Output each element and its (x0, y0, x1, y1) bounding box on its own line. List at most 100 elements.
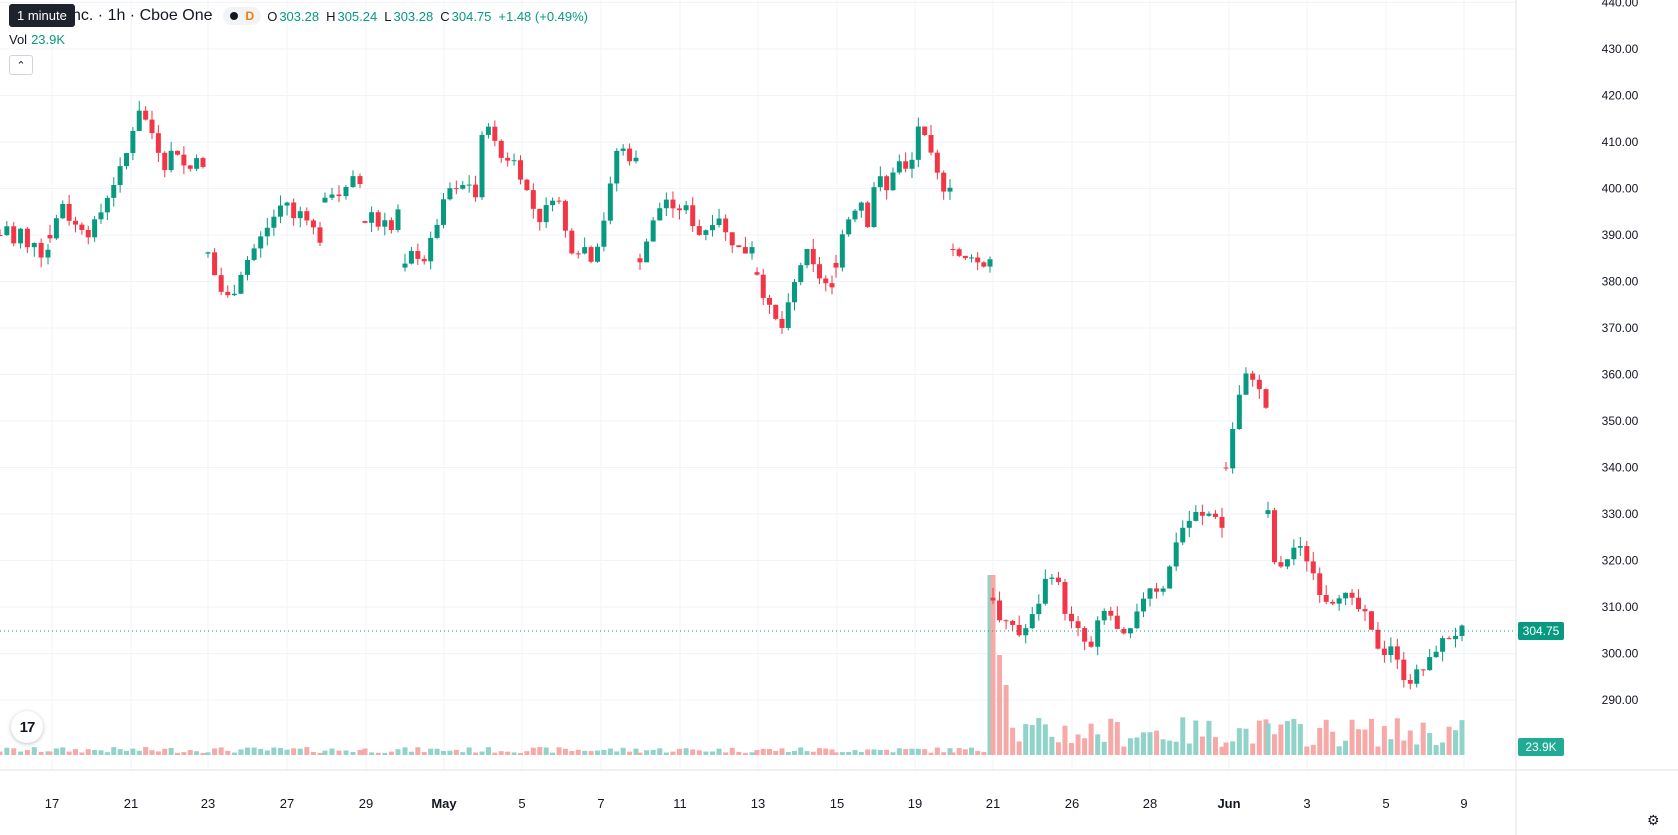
volume-bar (1003, 685, 1009, 755)
candle-body (556, 200, 562, 202)
volume-bar (85, 749, 91, 755)
volume-bar (1336, 746, 1342, 755)
candle-body (934, 152, 940, 173)
volume-bar (388, 751, 394, 755)
candle-body (804, 248, 810, 266)
candle-body (1446, 638, 1452, 640)
gear-icon[interactable]: ⚙ (1647, 812, 1660, 828)
candle-body (922, 126, 928, 136)
market-status-pill[interactable]: D (222, 7, 262, 25)
volume-bar (31, 747, 37, 755)
candle-body (550, 200, 556, 206)
volume-bar (1088, 723, 1094, 755)
candle-body (1349, 592, 1355, 598)
volume-bar (168, 748, 174, 755)
candle-body (181, 154, 187, 166)
volume-legend: Vol 23.9K (9, 32, 65, 47)
candle-body (175, 150, 180, 155)
price-tick-label: 290.00 (1602, 693, 1639, 707)
volume-bar (479, 751, 485, 755)
volume-bar (1095, 734, 1101, 755)
market-status-icon (229, 12, 238, 20)
volume-bar (47, 751, 53, 755)
candle-body (258, 236, 264, 249)
volume-bar (1114, 722, 1120, 755)
price-tick-label: 340.00 (1602, 461, 1639, 475)
volume-bar (181, 752, 187, 755)
time-tick-label: 17 (45, 796, 59, 811)
tradingview-logo[interactable]: 17 (11, 711, 43, 743)
volume-bar (505, 751, 511, 755)
volume-bar (804, 751, 810, 755)
candle-body (1230, 428, 1236, 469)
price-tick-label: 330.00 (1602, 507, 1639, 521)
candle-body (1427, 657, 1433, 671)
time-tick-label: 23 (201, 796, 215, 811)
candle-body (884, 176, 890, 191)
candle-body (350, 176, 356, 187)
price-tick-label: 430.00 (1602, 42, 1639, 56)
candle-body (1154, 588, 1160, 592)
price-tick-label: 370.00 (1602, 321, 1639, 335)
candle-body (408, 251, 414, 264)
candle-body (155, 133, 161, 153)
volume-bar (1433, 745, 1439, 755)
delayed-badge: D (245, 9, 255, 23)
volume-bar (1271, 734, 1277, 755)
volume-bar (1349, 719, 1355, 755)
volume-bar (1343, 740, 1349, 755)
candle-body (1330, 601, 1336, 604)
volume-bar (909, 748, 915, 755)
volume-bar (453, 749, 459, 755)
price-axis: 290.00 300.00 310.00 320.00 330.00 340.00 350.… (1515, 0, 1639, 835)
candle-body (962, 255, 968, 259)
last-price-badge (1518, 622, 1564, 640)
volume-bar (922, 749, 928, 755)
volume-bar (716, 748, 722, 755)
volume-bar (1420, 722, 1426, 755)
candle-body (950, 248, 956, 250)
candle-body (434, 224, 440, 238)
volume-bar (696, 750, 702, 755)
candle-body (415, 251, 421, 259)
volume-bar (575, 749, 581, 755)
volume-bar (238, 749, 244, 755)
candle-body (742, 247, 748, 254)
candle-body (1173, 542, 1179, 567)
volume-label: Vol (9, 32, 28, 47)
time-axis: 17 21 23 27 29 May 5 7 11 13 15 19 21 26 28 Jun 3 5 9 (0, 769, 1678, 811)
volume-bar (1401, 740, 1407, 755)
candle-body (447, 188, 453, 200)
candle-body (1256, 379, 1262, 390)
volume-bar (962, 749, 968, 755)
volume-bar (1016, 741, 1022, 755)
volume-bar (627, 751, 633, 755)
volume-bar (588, 751, 594, 755)
candle-body (1291, 547, 1297, 560)
symbol-title[interactable]: nc. · 1h · Cboe One (72, 7, 213, 24)
candle-body (1317, 573, 1323, 596)
volume-bar (297, 748, 303, 755)
volume-bar (79, 752, 85, 755)
candle-body (1263, 389, 1269, 408)
volume-bar (969, 747, 974, 755)
volume-bar (53, 748, 59, 755)
candle-body (1343, 592, 1349, 599)
candles (0, 100, 1465, 690)
volume-bar (928, 752, 934, 755)
candle-body (947, 187, 953, 192)
volume-bar (810, 751, 816, 755)
volume-bar (511, 752, 517, 755)
collapse-legend-button[interactable]: ⌃ (9, 55, 33, 75)
time-tick-label: 7 (597, 796, 604, 811)
candle-body (1199, 511, 1205, 516)
candle-body (310, 220, 316, 228)
low-label: L (384, 8, 392, 24)
time-tick-label: 5 (1382, 796, 1389, 811)
volume-bar (149, 750, 155, 755)
volume-bar (1199, 736, 1205, 755)
volume-bar (136, 750, 142, 755)
time-tick-label: 21 (986, 796, 1000, 811)
volume-bar (1440, 742, 1446, 755)
